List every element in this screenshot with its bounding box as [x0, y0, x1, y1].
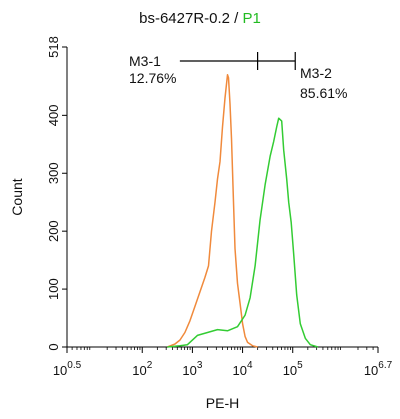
y-axis-label: Count [9, 178, 25, 215]
marker-m3-1-value: 12.76% [129, 70, 176, 86]
y-tick-label: 200 [46, 220, 61, 242]
marker-m3-1-label: M3-1 [129, 53, 161, 69]
x-tick-label: 103 [182, 360, 202, 378]
y-tick-label: 518 [46, 36, 61, 58]
x-tick-label: 106.7 [364, 360, 393, 378]
title-gate: P1 [242, 10, 261, 27]
marker-m3-2-value: 85.61% [300, 85, 347, 101]
y-tick-label: 400 [46, 104, 61, 126]
y-tick-label: 300 [46, 162, 61, 184]
chart-title: bs-6427R-0.2 / P1 [0, 10, 400, 27]
x-tick-label: 105 [283, 360, 303, 378]
x-tick-label: 104 [233, 360, 253, 378]
title-main: bs-6427R-0.2 / [139, 10, 243, 27]
y-tick-label: 0 [46, 343, 61, 350]
marker-m3-2-label: M3-2 [300, 65, 332, 81]
x-tick-label: 100.5 [53, 360, 82, 378]
histogram-series-2 [167, 117, 319, 348]
x-tick-label: 102 [132, 360, 152, 378]
y-tick-label: 100 [46, 278, 61, 300]
x-axis-label: PE-H [206, 395, 239, 411]
histogram-series-1 [167, 74, 258, 348]
